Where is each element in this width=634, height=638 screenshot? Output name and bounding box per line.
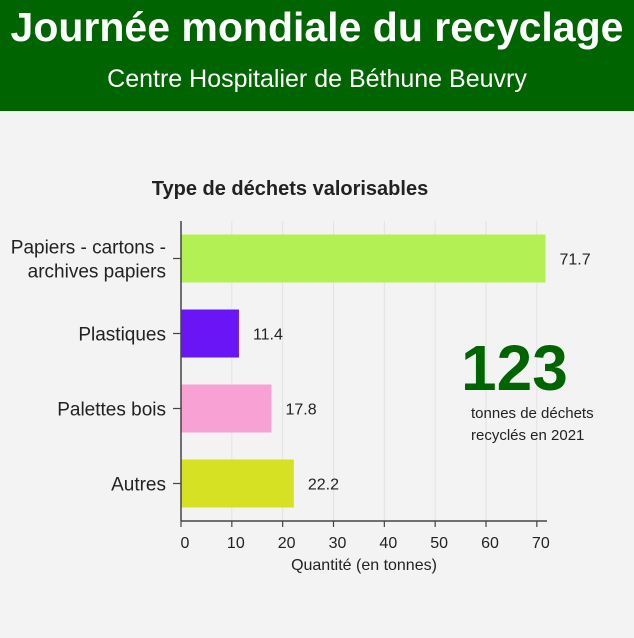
header-banner: Journée mondiale du recyclage Centre Hos… <box>0 0 634 111</box>
x-axis-label: Quantité (en tonnes) <box>291 557 437 574</box>
page-subtitle: Centre Hospitalier de Béthune Beuvry <box>107 65 527 93</box>
value-label-3: 22.2 <box>308 477 339 494</box>
bar-2 <box>181 384 272 433</box>
bars: 71.7 Papiers - cartons -archives papiers 1… <box>11 234 591 508</box>
x-tick-label-3: 30 <box>329 535 347 552</box>
page-title: Journée mondiale du recyclage <box>10 4 624 50</box>
total-callout: 123 tonnes de déchets recyclés en 2021 <box>460 333 630 447</box>
value-label-0: 71.7 <box>559 252 590 269</box>
value-label-1: 11.4 <box>253 327 283 344</box>
bar-1 <box>181 309 239 358</box>
x-tick-label-2: 20 <box>278 535 296 552</box>
x-tick-label-1: 10 <box>227 535 245 552</box>
category-label-0: Papiers - cartons -archives papiers <box>11 238 166 283</box>
bar-0 <box>181 234 546 283</box>
chart-title: Type de déchets valorisables <box>152 178 428 200</box>
value-label-2: 17.8 <box>285 402 316 419</box>
x-tick-label-4: 40 <box>379 535 397 552</box>
x-tick-label-0: 0 <box>181 535 190 552</box>
total-caption: tonnes de déchets recyclés en 2021 <box>471 405 594 444</box>
x-tick-label-5: 50 <box>430 535 448 552</box>
category-label-2: Palettes bois <box>57 400 166 421</box>
category-label-1: Plastiques <box>78 325 166 346</box>
x-tick-label-6: 60 <box>481 535 499 552</box>
axes: 0 10 20 30 40 50 60 70 <box>173 221 550 552</box>
bar-3 <box>181 459 294 508</box>
x-tick-label-7: 70 <box>532 535 550 552</box>
category-label-3: Autres <box>111 475 166 496</box>
bar-chart: Type de déchets valorisables 71.7 Papiers… <box>11 178 591 574</box>
total-number: 123 <box>461 332 568 404</box>
